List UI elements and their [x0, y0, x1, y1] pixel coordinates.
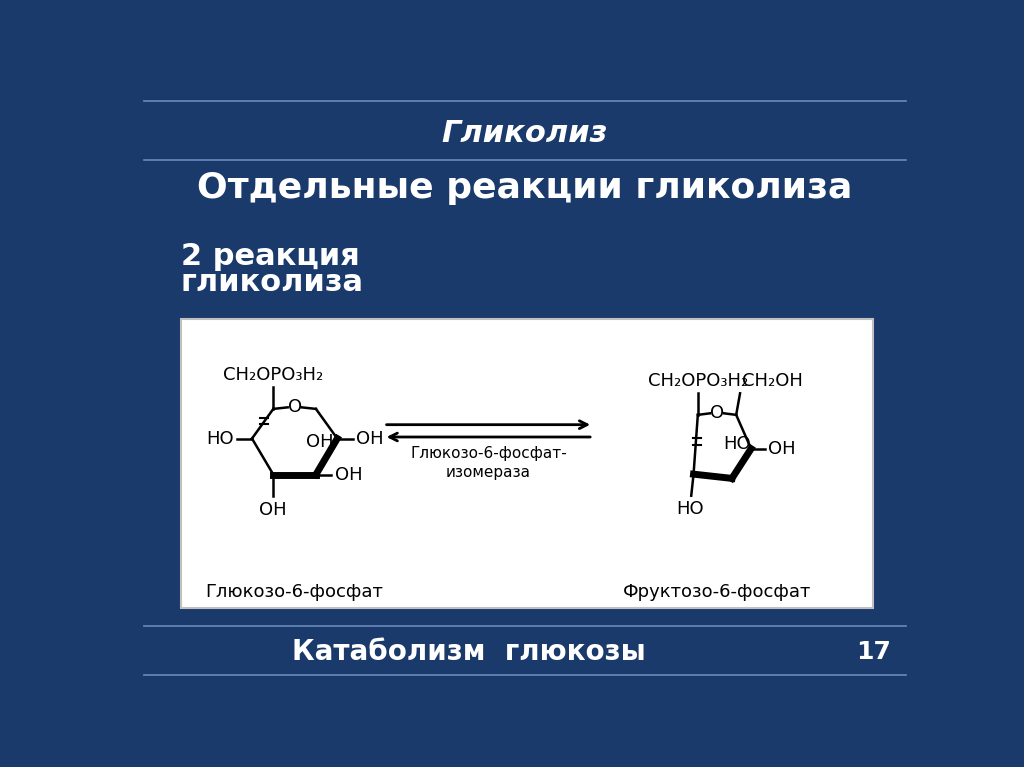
- Text: Катаболизм  глюкозы: Катаболизм глюкозы: [292, 638, 646, 666]
- Text: O: O: [288, 397, 302, 416]
- Text: HO: HO: [723, 435, 751, 453]
- Text: OH: OH: [768, 439, 796, 458]
- Text: OH: OH: [259, 501, 287, 518]
- Text: 2 реакция: 2 реакция: [180, 242, 359, 272]
- Text: HO: HO: [206, 430, 233, 447]
- Text: CH₂OPO₃H₂: CH₂OPO₃H₂: [648, 372, 748, 390]
- Text: Фруктозо-6-фосфат: Фруктозо-6-фосфат: [623, 583, 811, 601]
- Text: CH₂OH: CH₂OH: [742, 372, 803, 390]
- Text: Отдельные реакции гликолиза: Отдельные реакции гликолиза: [197, 171, 853, 206]
- Text: Глюкозо-6-фосфат: Глюкозо-6-фосфат: [206, 583, 384, 601]
- Text: CH₂OPO₃H₂: CH₂OPO₃H₂: [223, 367, 324, 384]
- Text: OH: OH: [356, 430, 383, 447]
- Text: 17: 17: [856, 640, 891, 663]
- Text: гликолиза: гликолиза: [180, 268, 364, 297]
- Text: OH: OH: [335, 466, 362, 483]
- Text: HO: HO: [676, 500, 703, 518]
- Text: Глюкозо-6-фосфат-
изомераза: Глюкозо-6-фосфат- изомераза: [410, 446, 566, 480]
- Text: O: O: [710, 403, 724, 422]
- Text: Гликолиз: Гликолиз: [441, 119, 608, 148]
- FancyBboxPatch shape: [180, 319, 872, 608]
- Text: OH: OH: [306, 433, 334, 452]
